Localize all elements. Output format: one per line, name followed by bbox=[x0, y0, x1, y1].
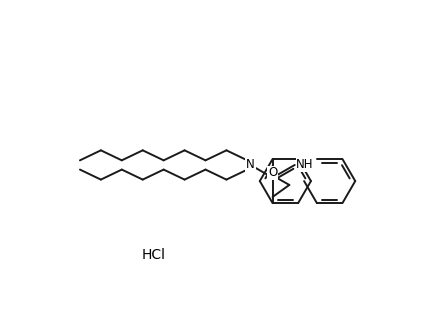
Text: HCl: HCl bbox=[142, 248, 166, 262]
Text: O: O bbox=[268, 167, 277, 180]
Text: NH: NH bbox=[296, 159, 314, 171]
Text: N: N bbox=[246, 159, 255, 171]
